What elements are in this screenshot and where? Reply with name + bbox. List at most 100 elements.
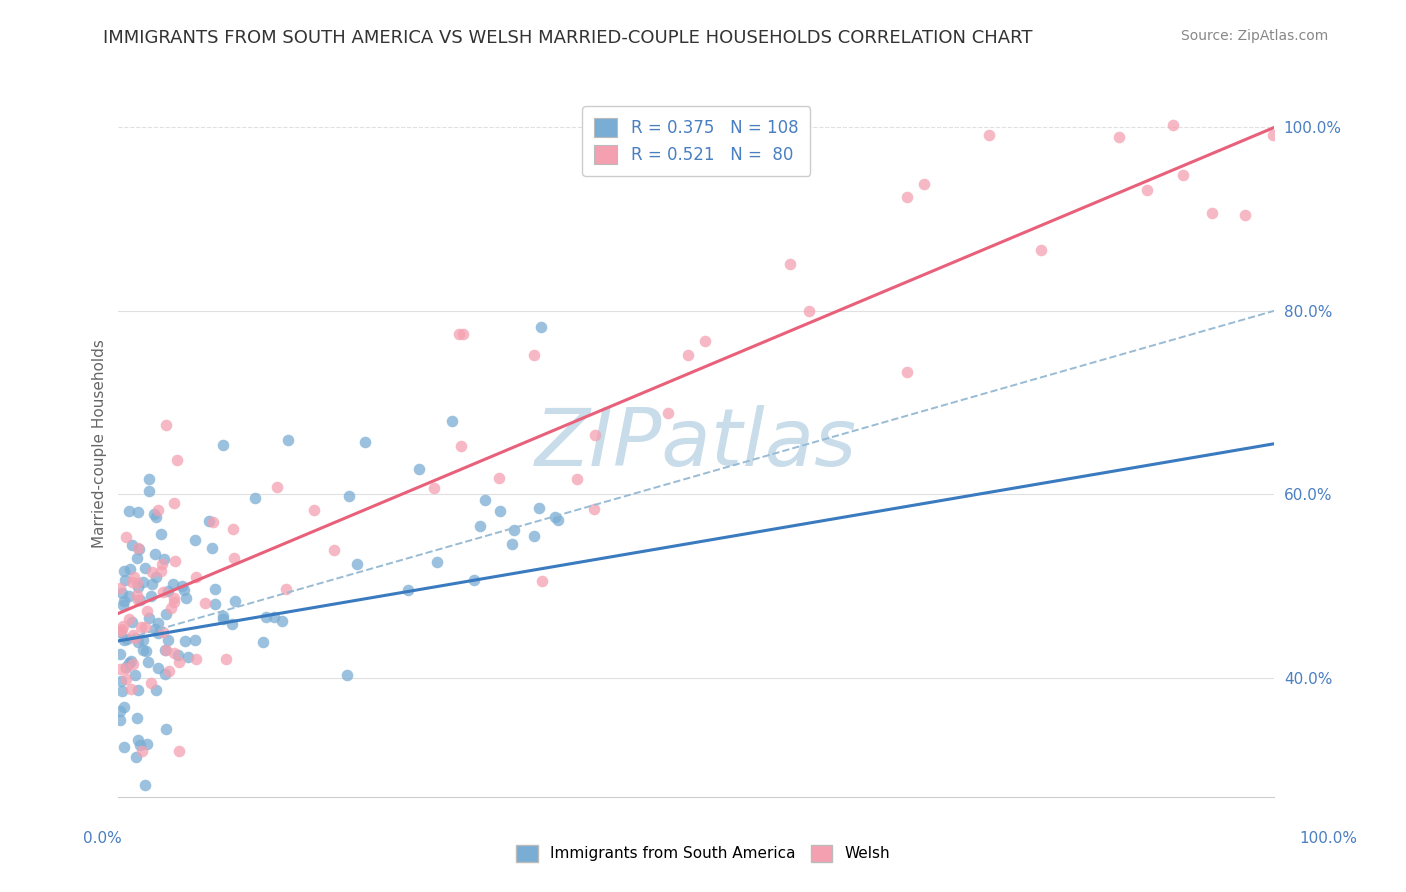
Point [118, 612, 141, 626]
Point [148, 625, 170, 640]
Point [146, 503, 169, 517]
Point [337, 489, 360, 503]
Point [277, 433, 299, 447]
Point [115, 632, 138, 646]
Point [977, 128, 1000, 143]
Point [222, 551, 245, 566]
Point [896, 365, 918, 379]
Point [215, 651, 238, 665]
Point [396, 583, 419, 598]
Point [114, 573, 136, 587]
Point [167, 648, 190, 663]
Point [221, 616, 243, 631]
Point [150, 558, 173, 572]
Point [198, 514, 221, 528]
Point [797, 304, 820, 318]
Point [124, 667, 146, 681]
Point [118, 562, 141, 576]
Point [145, 509, 167, 524]
Point [155, 607, 177, 621]
Point [127, 635, 149, 649]
Point [221, 522, 243, 536]
Point [121, 615, 143, 630]
Point [204, 582, 226, 596]
Point [423, 481, 446, 495]
Point [450, 440, 472, 454]
Point [896, 190, 918, 204]
Point [163, 595, 186, 609]
Point [110, 674, 132, 689]
Point [112, 564, 135, 578]
Point [212, 438, 235, 452]
Point [138, 483, 160, 498]
Point [163, 496, 186, 510]
Point [114, 530, 136, 544]
Point [463, 573, 485, 587]
Point [177, 650, 200, 665]
Point [134, 778, 156, 792]
Legend: Immigrants from South America, Welsh: Immigrants from South America, Welsh [510, 838, 896, 868]
Point [145, 682, 167, 697]
Point [1201, 206, 1223, 220]
Point [163, 591, 186, 605]
Point [160, 601, 183, 615]
Point [254, 610, 277, 624]
Point [129, 619, 152, 633]
Point [132, 574, 155, 589]
Point [108, 661, 131, 675]
Point [184, 533, 207, 548]
Point [112, 593, 135, 607]
Text: Source: ZipAtlas.com: Source: ZipAtlas.com [1181, 29, 1329, 43]
Point [693, 334, 716, 348]
Point [112, 598, 135, 612]
Point [184, 651, 207, 665]
Point [252, 635, 274, 649]
Legend: R = 0.375   N = 108, R = 0.521   N =  80: R = 0.375 N = 108, R = 0.521 N = 80 [582, 106, 810, 176]
Point [139, 589, 162, 603]
Point [121, 537, 143, 551]
Point [129, 739, 152, 753]
Point [157, 664, 180, 678]
Point [167, 655, 190, 669]
Point [184, 570, 207, 584]
Point [1031, 244, 1053, 258]
Point [114, 661, 136, 675]
Point [122, 657, 145, 671]
Point [124, 631, 146, 645]
Point [131, 633, 153, 648]
Point [108, 647, 131, 661]
Point [426, 555, 449, 569]
Point [108, 704, 131, 718]
Point [143, 507, 166, 521]
Point [115, 672, 138, 686]
Point [127, 733, 149, 747]
Point [145, 570, 167, 584]
Point [127, 505, 149, 519]
Point [111, 684, 134, 698]
Text: IMMIGRANTS FROM SOUTH AMERICA VS WELSH MARRIED-COUPLE HOUSEHOLDS CORRELATION CHA: IMMIGRANTS FROM SOUTH AMERICA VS WELSH M… [103, 29, 1032, 46]
Point [1173, 168, 1195, 182]
Y-axis label: Married-couple Households: Married-couple Households [93, 339, 107, 549]
Point [112, 739, 135, 754]
Point [1234, 208, 1257, 222]
Point [201, 541, 224, 555]
Point [111, 622, 134, 636]
Point [149, 564, 172, 578]
Point [127, 541, 149, 555]
Point [127, 682, 149, 697]
Point [474, 493, 496, 508]
Point [138, 611, 160, 625]
Point [148, 615, 170, 630]
Point [163, 646, 186, 660]
Text: 0.0%: 0.0% [83, 831, 122, 847]
Point [212, 612, 235, 626]
Point [118, 504, 141, 518]
Point [194, 596, 217, 610]
Point [127, 593, 149, 607]
Point [120, 654, 142, 668]
Point [155, 722, 177, 736]
Point [170, 579, 193, 593]
Point [243, 491, 266, 506]
Point [468, 519, 491, 533]
Point [183, 633, 205, 648]
